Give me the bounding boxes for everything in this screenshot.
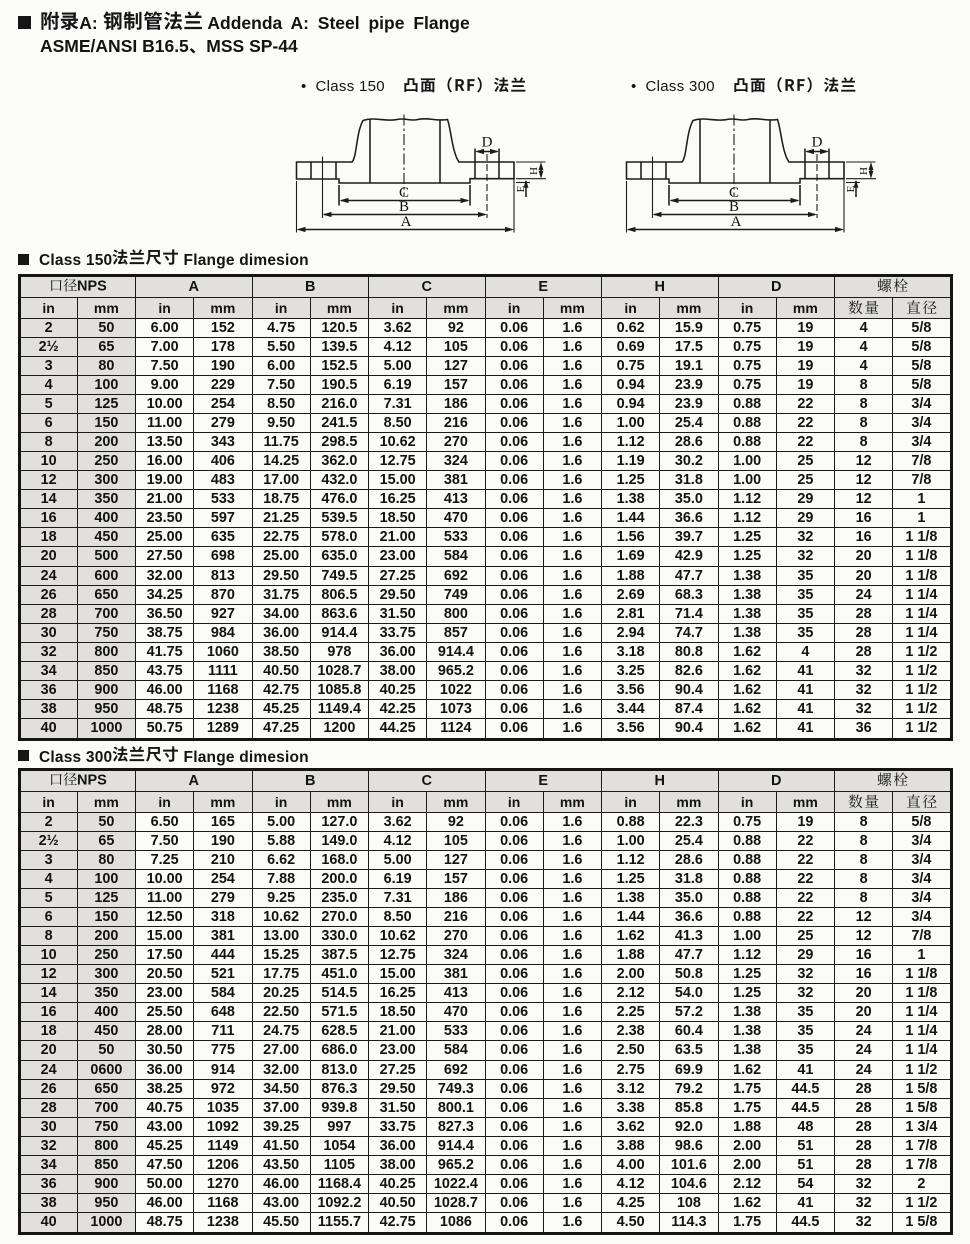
svg-text:D: D [482, 135, 493, 151]
svg-text:H: H [858, 167, 870, 175]
svg-text:A: A [731, 214, 742, 230]
svg-text:A: A [401, 214, 412, 230]
svg-text:D: D [812, 135, 823, 151]
svg-text:C: C [729, 185, 739, 201]
svg-text:H: H [528, 167, 540, 175]
svg-text:E: E [515, 185, 527, 192]
svg-text:C: C [399, 185, 409, 201]
svg-text:B: B [729, 199, 739, 215]
svg-text:B: B [399, 199, 409, 215]
svg-text:E: E [845, 185, 857, 192]
